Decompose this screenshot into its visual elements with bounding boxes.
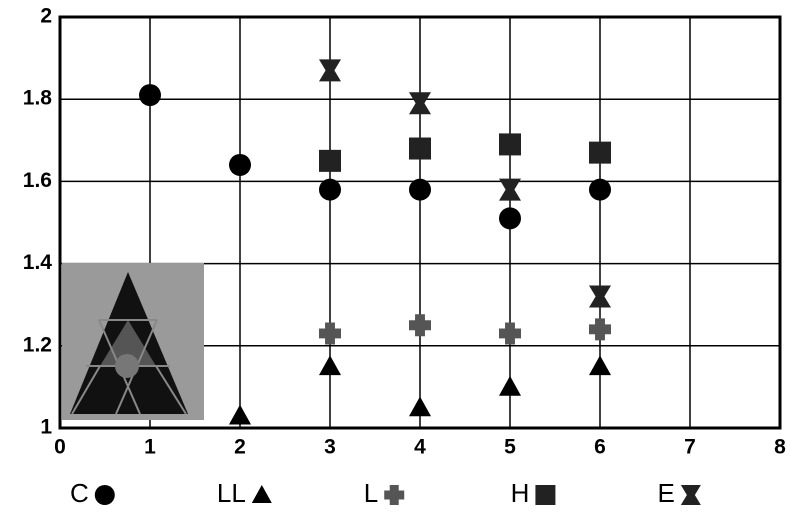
legend-label: H [511,478,530,508]
chart: 01234567811.21.41.61.82CLLLHE [0,0,790,518]
legend-label: LL [217,478,246,508]
x-tick-label: 6 [594,436,606,459]
y-tick-label: 1.2 [23,333,52,356]
legend-marker [252,485,272,503]
point [589,285,611,307]
x-tick-label: 4 [414,436,426,459]
x-tick-label: 8 [774,436,786,459]
point [589,318,611,340]
point [499,207,521,229]
point [499,179,521,201]
y-tick-label: 1.4 [23,251,53,274]
point [409,92,431,114]
point [409,138,431,160]
point [589,179,611,201]
x-tick-label: 7 [684,436,696,459]
point [319,59,341,81]
point [319,355,341,375]
legend-label: L [364,478,378,508]
point [499,322,521,344]
x-tick-label: 3 [324,436,336,459]
y-tick-label: 1 [40,416,52,439]
point [229,405,251,425]
point [589,355,611,375]
legend-marker [535,485,555,505]
x-tick-label: 1 [144,436,156,459]
legend-label: C [70,478,89,508]
point [139,84,161,106]
point [319,322,341,344]
legend-label: E [658,478,675,508]
point [499,376,521,396]
page: {"chart_data": {"type": "scatter", "xlim… [0,0,790,523]
point [409,396,431,416]
inset-figure [62,263,204,420]
legend-marker [384,485,404,505]
point [229,154,251,176]
point [319,150,341,172]
point [499,133,521,155]
legend-marker [681,485,701,505]
x-tick-label: 2 [234,436,246,459]
y-tick-label: 2 [40,5,52,28]
point [409,314,431,336]
y-tick-label: 1.8 [23,87,53,110]
point [409,179,431,201]
x-tick-label: 0 [54,436,66,459]
y-tick-label: 1.6 [23,169,52,192]
point [319,179,341,201]
legend-marker [95,485,115,505]
point [589,142,611,164]
x-tick-label: 5 [504,436,516,459]
